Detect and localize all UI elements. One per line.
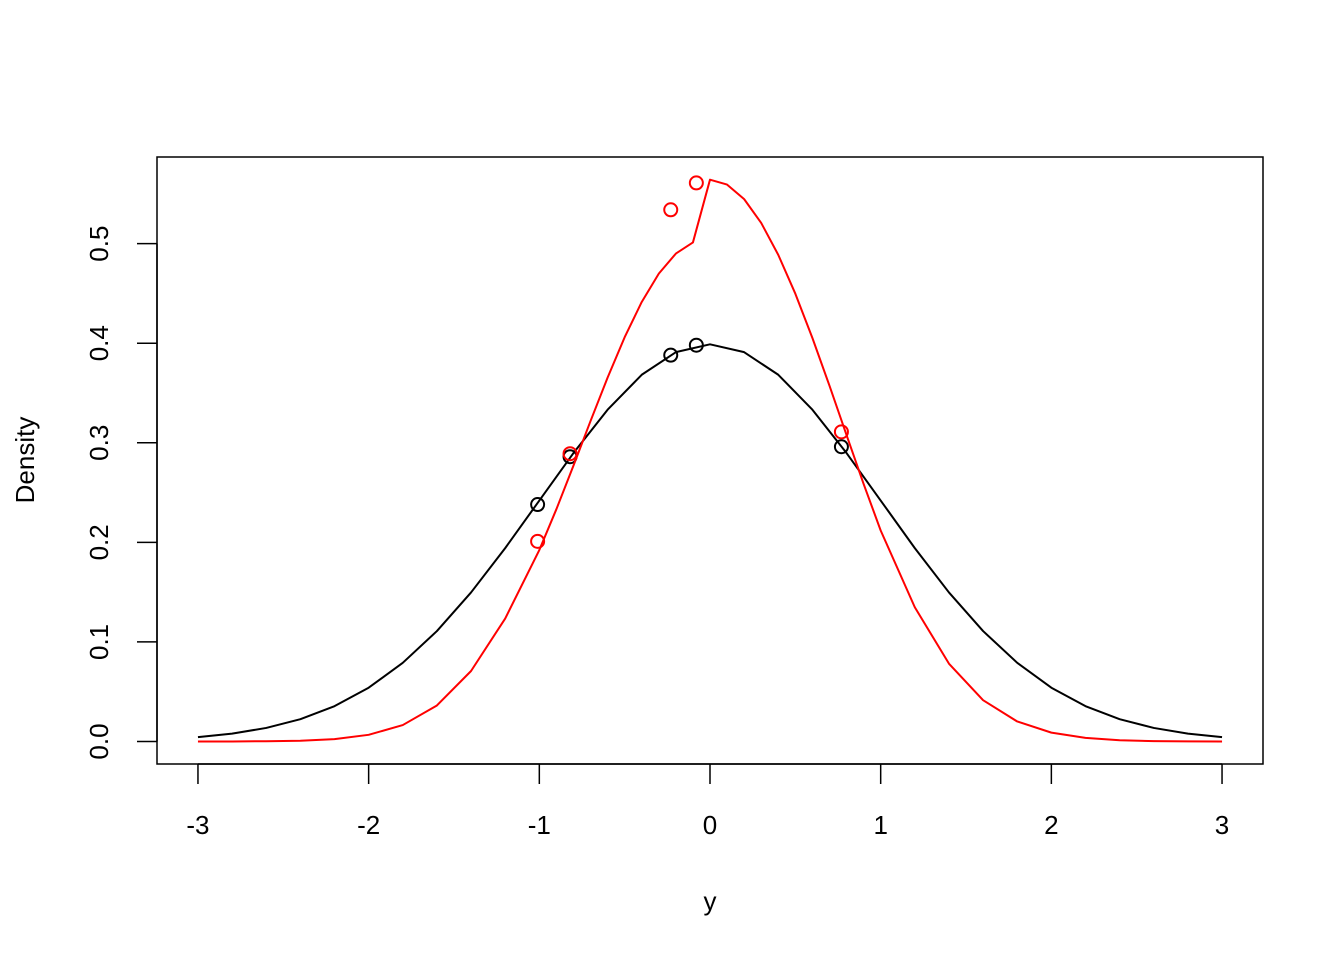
series-2-point — [562, 446, 578, 462]
x-tick-label: -1 — [528, 810, 551, 840]
y-tick-label: 0.5 — [84, 226, 114, 262]
series-2-point — [663, 202, 679, 218]
x-tick-label: -2 — [357, 810, 380, 840]
x-tick-label: -3 — [186, 810, 209, 840]
series-2 — [197, 175, 1223, 743]
series-1-point — [833, 439, 849, 455]
y-tick-label: 0.2 — [84, 524, 114, 560]
x-axis: -3 -2 -1 0 1 2 3 — [186, 763, 1229, 840]
series-1-line — [197, 343, 1223, 739]
series-2-point — [530, 533, 546, 549]
series-1-point — [663, 347, 679, 363]
y-axis: 0.0 0.1 0.2 0.3 0.4 0.5 — [84, 226, 158, 760]
y-tick-label: 0.4 — [84, 325, 114, 361]
series-1-point — [688, 337, 704, 353]
y-tick-label: 0.3 — [84, 425, 114, 461]
series-2-point — [688, 175, 704, 191]
x-tick-label: 1 — [873, 810, 887, 840]
x-tick-label: 3 — [1215, 810, 1229, 840]
x-tick-label: 2 — [1044, 810, 1058, 840]
series-2-line — [197, 178, 1223, 743]
series-1-point — [530, 497, 546, 513]
series-layer — [197, 175, 1223, 743]
series-2-point — [833, 424, 849, 440]
x-tick-label: 0 — [703, 810, 717, 840]
x-axis-label: y — [704, 886, 717, 916]
y-tick-label: 0.1 — [84, 624, 114, 660]
y-axis-label: Density — [10, 417, 40, 504]
y-tick-label: 0.0 — [84, 723, 114, 759]
